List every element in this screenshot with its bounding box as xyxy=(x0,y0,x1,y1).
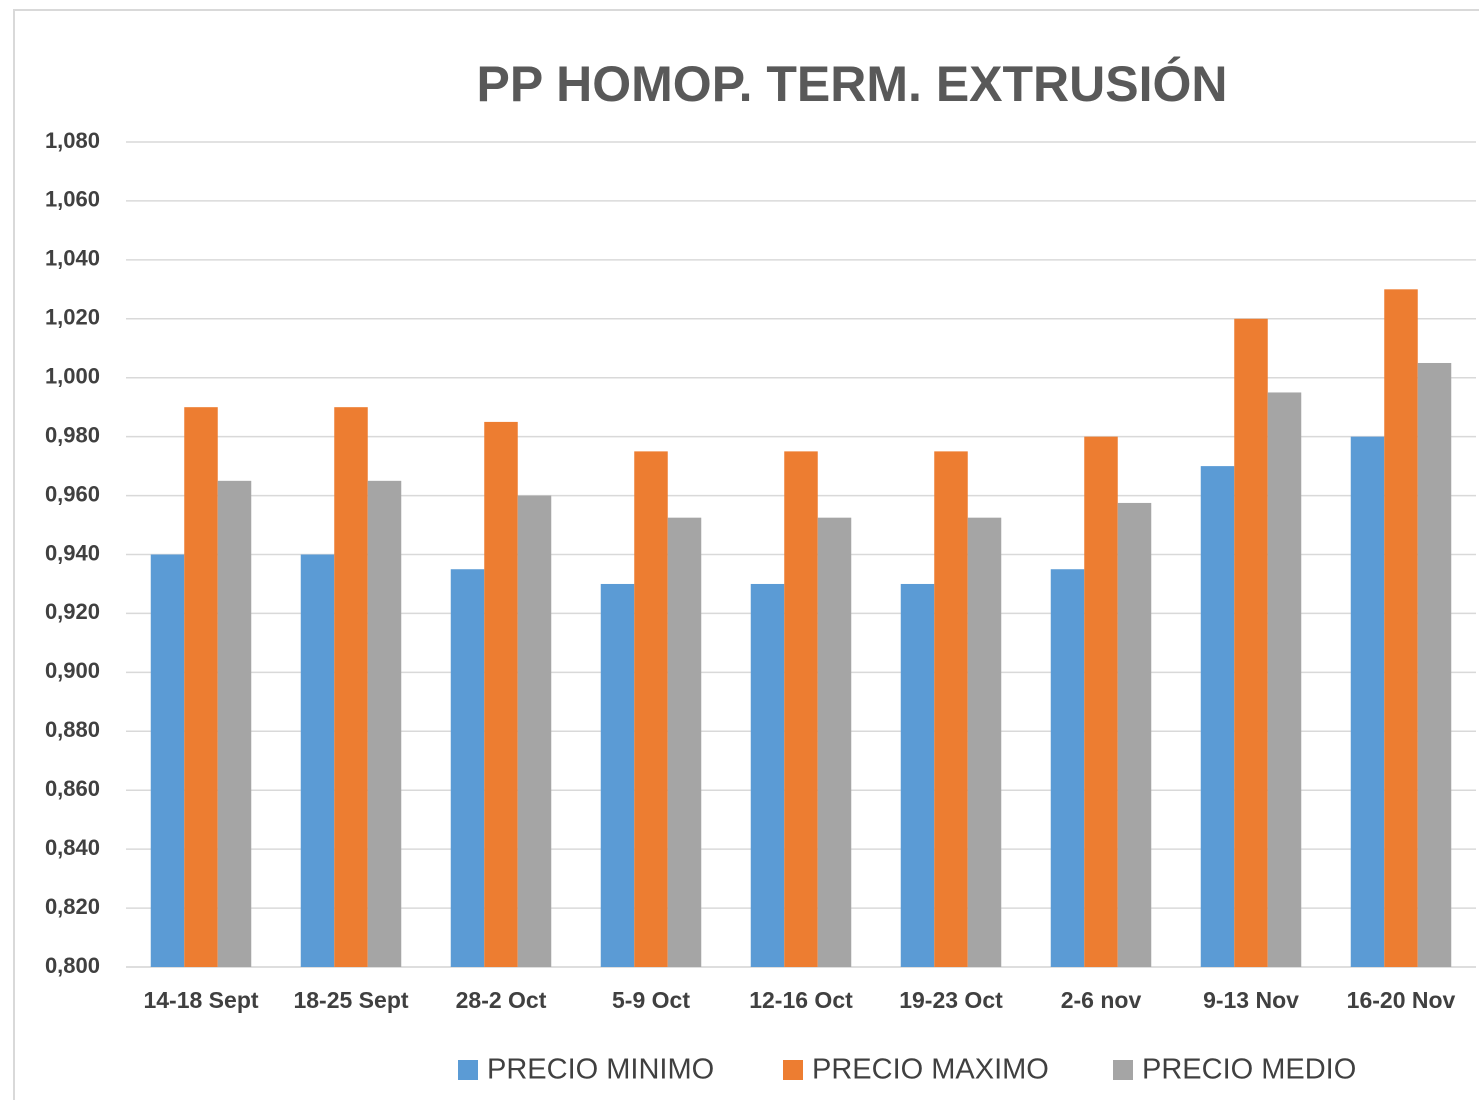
bar xyxy=(1267,392,1302,968)
y-tick-label: 0,900 xyxy=(45,658,100,683)
bar xyxy=(1417,362,1452,967)
legend-label: PRECIO MINIMO xyxy=(487,1054,714,1086)
y-tick-label: 1,020 xyxy=(45,305,100,330)
bar xyxy=(934,451,968,967)
bar xyxy=(900,583,935,967)
y-tick-label: 0,920 xyxy=(45,599,100,624)
y-tick-label: 0,980 xyxy=(45,422,100,447)
bar xyxy=(817,517,852,967)
y-tick-label: 1,040 xyxy=(45,246,100,271)
y-tick-label: 0,880 xyxy=(45,717,100,742)
bar xyxy=(1234,318,1268,967)
bar xyxy=(784,451,818,967)
x-tick-label: 5-9 Oct xyxy=(612,987,690,1013)
legend-swatch xyxy=(1113,1060,1133,1080)
x-tick-label: 28-2 Oct xyxy=(456,987,547,1013)
bar xyxy=(517,495,552,967)
bar xyxy=(1350,436,1385,968)
y-tick-label: 1,080 xyxy=(45,128,100,153)
x-tick-label: 2-6 nov xyxy=(1061,987,1142,1013)
bar xyxy=(600,583,635,967)
y-tick-label: 0,940 xyxy=(45,540,100,565)
x-tick-label: 18-25 Sept xyxy=(293,987,408,1013)
bar xyxy=(184,407,218,967)
bar xyxy=(667,517,702,967)
y-tick-label: 0,860 xyxy=(45,776,100,801)
x-tick-label: 16-20 Nov xyxy=(1347,987,1456,1013)
bar xyxy=(334,407,368,967)
bar xyxy=(1050,569,1085,967)
bar xyxy=(750,583,785,967)
bar xyxy=(634,451,668,967)
x-tick-label: 9-13 Nov xyxy=(1203,987,1299,1013)
bar xyxy=(150,554,185,967)
y-tick-label: 0,840 xyxy=(45,835,100,860)
bar xyxy=(367,480,402,967)
y-tick-label: 0,800 xyxy=(45,953,100,978)
legend-swatch xyxy=(458,1060,478,1080)
bar xyxy=(1384,289,1418,968)
bar xyxy=(1117,502,1152,967)
bar xyxy=(450,569,485,967)
bar xyxy=(217,480,252,967)
bar xyxy=(1084,436,1118,968)
y-tick-label: 1,000 xyxy=(45,364,100,389)
bar xyxy=(484,421,518,967)
legend-label: PRECIO MAXIMO xyxy=(812,1054,1049,1086)
legend-swatch xyxy=(783,1060,803,1080)
legend-label: PRECIO MEDIO xyxy=(1142,1054,1356,1086)
bar xyxy=(1200,466,1235,967)
x-tick-label: 14-18 Sept xyxy=(143,987,258,1013)
bar xyxy=(300,554,335,967)
x-tick-label: 12-16 Oct xyxy=(749,987,853,1013)
y-tick-label: 0,820 xyxy=(45,894,100,919)
y-tick-label: 1,060 xyxy=(45,187,100,212)
x-tick-label: 19-23 Oct xyxy=(899,987,1003,1013)
y-tick-label: 0,960 xyxy=(45,481,100,506)
bar xyxy=(967,517,1002,967)
chart-title: PP HOMOP. TERM. EXTRUSIÓN xyxy=(476,56,1227,112)
